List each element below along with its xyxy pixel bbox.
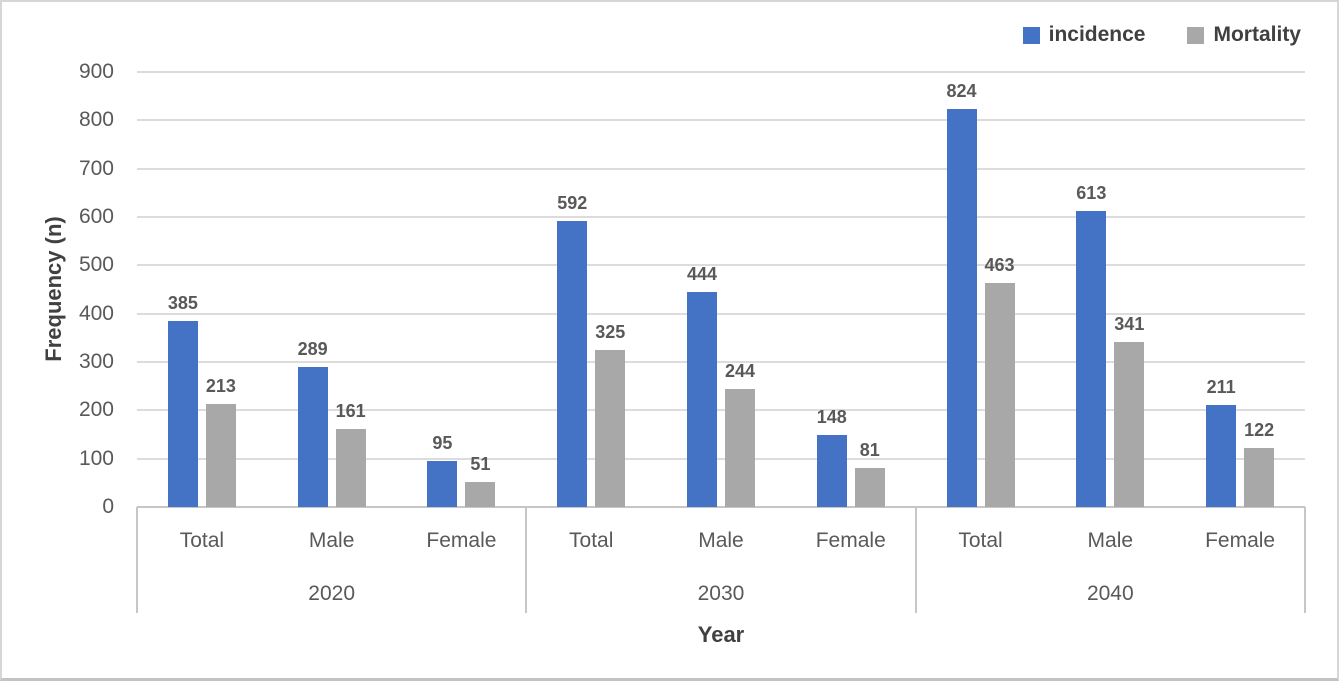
x-axis-line xyxy=(137,506,1305,508)
gridline-900 xyxy=(137,71,1305,73)
bar-value-label-mortality-2030-male: 244 xyxy=(724,361,756,382)
gridline-200 xyxy=(137,409,1305,412)
bar-value-label-mortality-2020-total: 213 xyxy=(205,376,236,397)
y-tick-label-800: 800 xyxy=(78,108,114,132)
bar-value-label-mortality-2040-female: 122 xyxy=(1244,420,1275,441)
bar-value-label-incidence-2030-male: 444 xyxy=(686,264,718,285)
bar-mortality-2030-total xyxy=(595,349,626,507)
bar-mortality-2040-female xyxy=(1244,448,1275,507)
category-separator-2 xyxy=(914,507,917,613)
bar-value-label-incidence-2040-male: 613 xyxy=(1076,182,1107,203)
category-label-2020-total: Total xyxy=(179,529,225,552)
y-tick-label-400: 400 xyxy=(78,301,114,325)
category-label-2040-female: Female xyxy=(1205,529,1276,552)
year-label-2040: 2040 xyxy=(1086,582,1134,605)
category-separator-0 xyxy=(136,507,138,613)
gridline-400 xyxy=(137,312,1305,315)
bar-mortality-2030-female xyxy=(854,467,885,507)
bar-value-label-incidence-2020-male: 289 xyxy=(297,339,328,360)
gridline-800 xyxy=(137,119,1305,122)
bar-value-label-incidence-2040-total: 824 xyxy=(946,80,977,101)
legend-label-mortality: Mortality xyxy=(1213,23,1301,46)
bar-value-label-mortality-2040-total: 463 xyxy=(984,255,1015,276)
bar-value-label-mortality-2030-total: 325 xyxy=(595,321,626,342)
bar-incidence-2030-female xyxy=(816,435,847,507)
mortality-swatch-icon xyxy=(1187,26,1205,44)
bar-value-label-incidence-2020-female: 95 xyxy=(432,433,453,454)
bar-mortality-2040-total xyxy=(984,283,1015,507)
gridline-700 xyxy=(137,167,1305,170)
bar-incidence-2030-male xyxy=(687,292,717,507)
bar-incidence-2040-male xyxy=(1076,210,1107,507)
category-label-2040-male: Male xyxy=(1087,529,1134,552)
y-tick-label-0: 0 xyxy=(102,495,114,518)
y-tick-label-300: 300 xyxy=(78,350,114,373)
bar-value-label-mortality-2040-male: 341 xyxy=(1114,314,1145,335)
bar-mortality-2030-male xyxy=(725,389,755,507)
gridline-100 xyxy=(137,457,1305,460)
y-tick-label-700: 700 xyxy=(78,156,114,180)
category-label-2020-female: Female xyxy=(426,529,497,552)
y-tick-label-500: 500 xyxy=(78,253,114,277)
x-axis-title: Year xyxy=(697,622,745,647)
y-axis-title: Frequency (n) xyxy=(41,216,66,362)
bar-value-label-incidence-2030-female: 148 xyxy=(816,407,847,428)
category-label-2030-total: Total xyxy=(569,529,614,552)
incidence-swatch-icon xyxy=(1022,26,1040,44)
gridline-600 xyxy=(137,216,1305,218)
category-separator-3 xyxy=(1304,507,1306,613)
bar-incidence-2040-female xyxy=(1206,405,1237,507)
bar-value-label-mortality-2020-female: 51 xyxy=(470,454,491,475)
bar-mortality-2020-total xyxy=(205,404,236,507)
category-label-2030-female: Female xyxy=(815,529,886,552)
bar-value-label-incidence-2040-female: 211 xyxy=(1206,377,1236,398)
bar-value-label-incidence-2020-total: 385 xyxy=(167,292,198,313)
bar-mortality-2020-male xyxy=(335,429,366,507)
legend-item-incidence: incidence xyxy=(1022,23,1146,47)
category-separator-1 xyxy=(525,507,528,613)
gridline-300 xyxy=(137,361,1305,363)
year-label-2020: 2020 xyxy=(308,582,356,605)
bar-value-label-mortality-2030-female: 81 xyxy=(859,439,880,460)
bar-value-label-mortality-2020-male: 161 xyxy=(335,401,366,422)
year-label-2030: 2030 xyxy=(697,582,745,605)
bar-value-label-incidence-2030-total: 592 xyxy=(557,192,588,213)
bar-incidence-2020-female xyxy=(427,461,458,507)
y-tick-label-100: 100 xyxy=(78,446,114,470)
bar-mortality-2020-female xyxy=(465,482,496,507)
bar-incidence-2020-male xyxy=(297,367,328,507)
legend-item-mortality: Mortality xyxy=(1187,23,1301,47)
y-tick-label-900: 900 xyxy=(78,60,114,83)
bar-incidence-2030-total xyxy=(557,220,588,507)
legend: incidence Mortality xyxy=(1022,23,1301,47)
legend-label-incidence: incidence xyxy=(1048,23,1146,46)
category-label-2020-male: Male xyxy=(308,529,355,552)
bar-incidence-2040-total xyxy=(946,108,977,507)
gridline-500 xyxy=(137,264,1305,267)
category-label-2040-total: Total xyxy=(958,529,1003,552)
y-tick-label-600: 600 xyxy=(78,205,114,228)
bar-mortality-2040-male xyxy=(1114,342,1145,507)
category-label-2030-male: Male xyxy=(698,529,744,552)
bar-incidence-2020-total xyxy=(167,320,198,507)
y-tick-label-200: 200 xyxy=(78,398,114,422)
